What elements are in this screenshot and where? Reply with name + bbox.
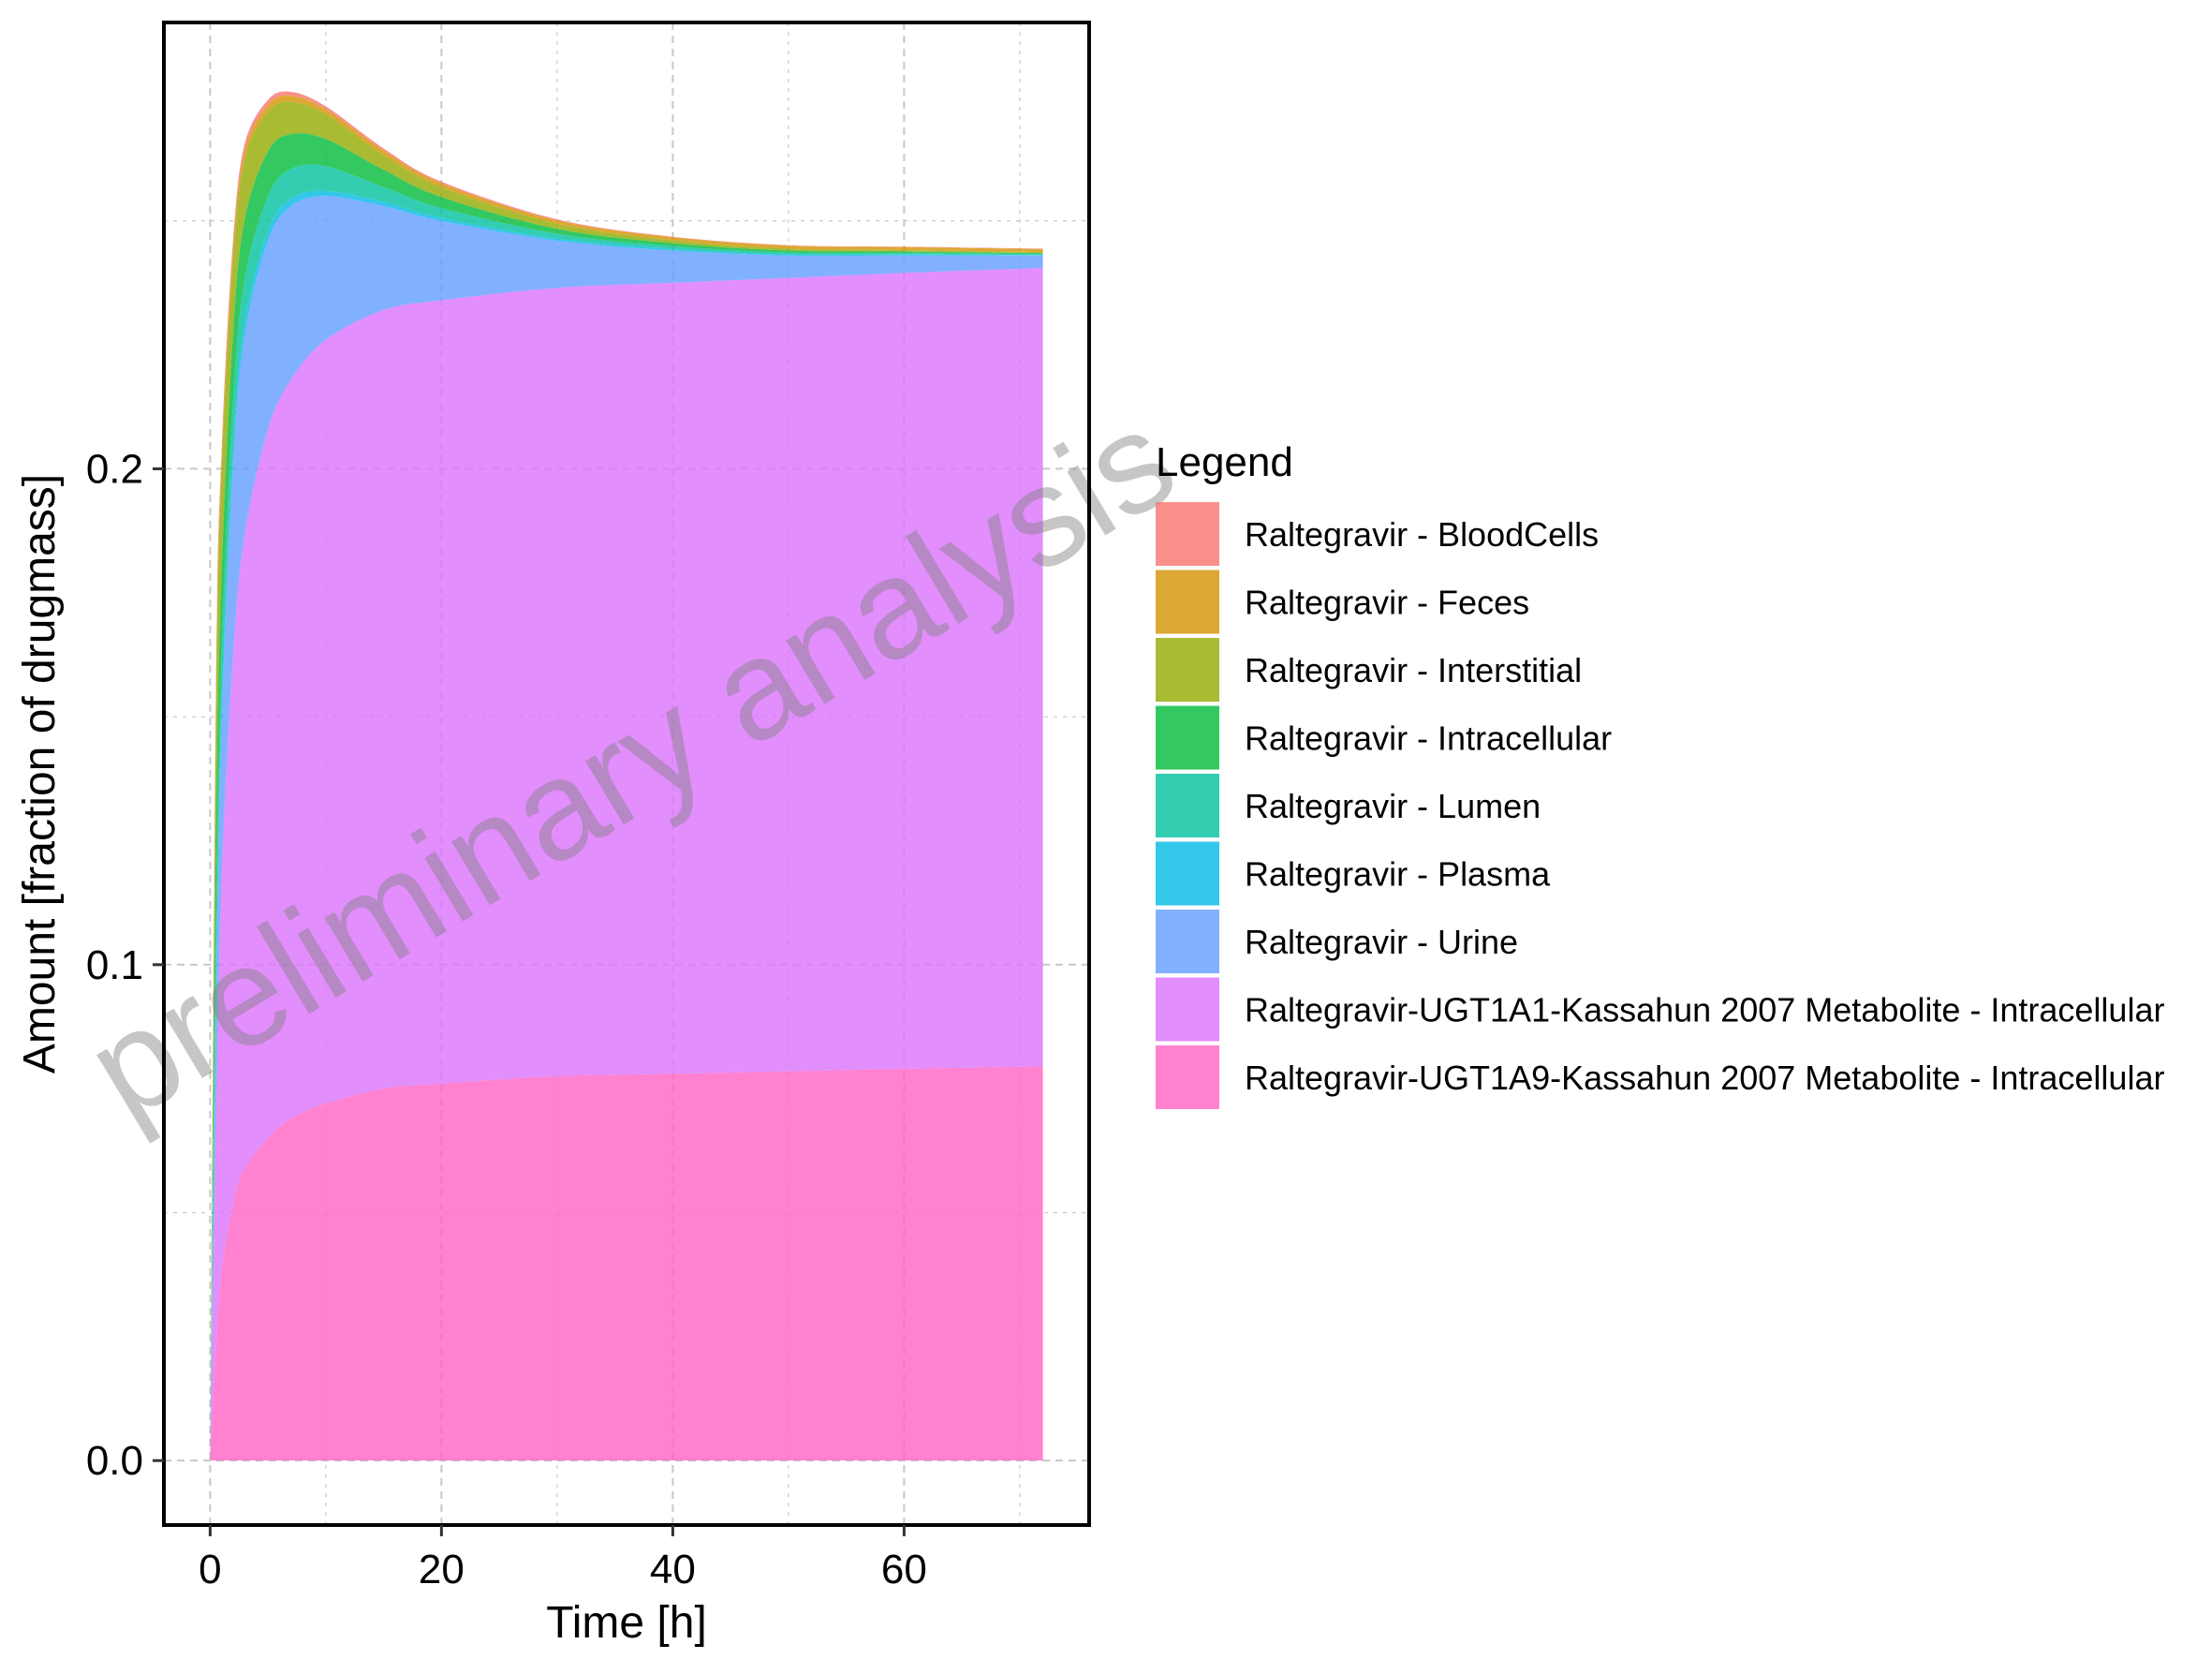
legend-swatch [1156,977,1219,1042]
legend-swatch [1156,570,1219,634]
x-tick-label: 60 [881,1547,927,1592]
x-axis-title: Time [h] [546,1598,707,1648]
legend-label: Raltegravir - Urine [1245,923,1518,961]
legend-label: Raltegravir - BloodCells [1245,515,1599,554]
x-tick-label: 0 [199,1547,221,1592]
x-tick-label: 20 [419,1547,465,1592]
y-tick-label: 0.2 [86,446,143,492]
legend-swatch [1156,705,1219,770]
legend-label: Raltegravir - Feces [1245,584,1529,622]
area-raltegravir-ugt1a9-kassahun-2007-metabolite-intracellular [210,1066,1043,1461]
legend-swatch [1156,502,1219,566]
y-axis-title: Amount [fraction of drugmass] [15,474,65,1074]
area-raltegravir-urine [210,196,1043,1461]
legend-swatch [1156,774,1219,837]
legend-title: Legend [1156,439,1293,485]
x-tick-label: 40 [650,1547,696,1592]
legend-swatch [1156,638,1219,702]
legend-label: Raltegravir - Intracellular [1245,719,1612,758]
y-tick-label: 0.0 [86,1438,143,1484]
legend-swatch [1156,1045,1219,1109]
legend-label: Raltegravir - Interstitial [1245,651,1582,689]
y-axis-ticks: 0.0 0.1 0.2 [86,446,164,1484]
legend-label: Raltegravir - Lumen [1245,787,1541,825]
legend-label: Raltegravir - Plasma [1245,855,1551,894]
stacked-areas [210,91,1043,1461]
y-tick-label: 0.1 [86,942,143,988]
legend-label: Raltegravir-UGT1A9-Kassahun 2007 Metabol… [1245,1059,2164,1097]
legend-items: Raltegravir - BloodCells Raltegravir - Fe… [1156,502,2164,1109]
legend-swatch [1156,841,1219,906]
legend-label: Raltegravir-UGT1A1-Kassahun 2007 Metabol… [1245,991,2164,1029]
plot-border [162,21,1091,1527]
area-raltegravir-ugt1a1-kassahun-2007-metabolite-intracellular [210,268,1043,1461]
x-axis-ticks: 0 20 40 60 [199,1525,927,1592]
legend-swatch [1156,910,1219,973]
legend: Legend Raltegravir - BloodCellsRaltegrav… [1156,439,2164,1109]
